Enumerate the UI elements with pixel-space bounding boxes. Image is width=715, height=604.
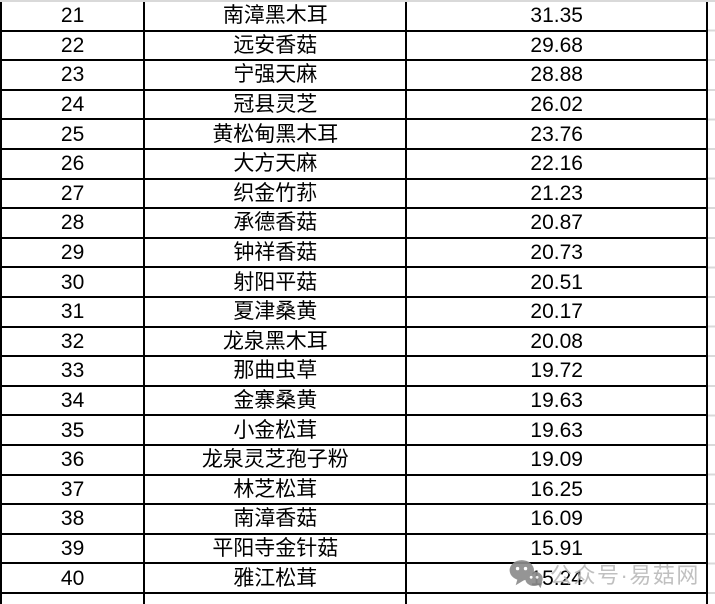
rank-cell: 21 (2, 2, 146, 32)
name-cell: 林芝松茸 (145, 475, 408, 506)
name-cell: 小金松茸 (145, 416, 408, 446)
value-cell: 16.25 (407, 475, 708, 506)
name-cell: 大方天麻 (145, 149, 408, 180)
table-row: 33 那曲虫草 19.72 (2, 357, 708, 387)
name-cell: 织金竹荪 (145, 179, 408, 210)
rank-cell: 24 (2, 90, 146, 121)
value-cell: 19.63 (407, 416, 708, 446)
rank-cell: 30 (2, 268, 146, 298)
name-cell: 射阳平菇 (145, 268, 408, 298)
table-row: 27 织金竹荪 21.23 (2, 179, 708, 210)
rank-cell: 35 (2, 416, 146, 446)
table-row: 34 金寨桑黄 19.63 (2, 386, 708, 417)
name-cell: 黄松甸黑木耳 (145, 120, 408, 150)
name-cell: 冠县灵芝 (145, 90, 408, 121)
value-cell: 29.68 (407, 31, 708, 62)
value-cell: 28.88 (407, 61, 708, 91)
value-cell: 20.87 (407, 209, 708, 239)
name-cell: 钟祥香菇 (145, 238, 408, 269)
table-right-edge (708, 2, 715, 604)
table-top-edge (0, 0, 715, 2)
value-cell: 26.02 (407, 90, 708, 121)
value-cell: 21.23 (407, 179, 708, 210)
table-row: 38 南漳香菇 16.09 (2, 505, 708, 535)
rank-cell: 40 (2, 564, 146, 594)
table-row: 21 南漳黑木耳 31.35 (2, 2, 708, 32)
table-row: 32 龙泉黑木耳 20.08 (2, 327, 708, 358)
name-cell: 龙泉灵芝孢子粉 (145, 445, 408, 476)
table-row: 40 雅江松茸 15.24 (2, 564, 708, 594)
table-row: 23 宁强天麻 28.88 (2, 61, 708, 91)
table-row: 29 钟祥香菇 20.73 (2, 238, 708, 269)
value-cell: 19.63 (407, 386, 708, 417)
name-cell: 雅江松茸 (145, 564, 408, 594)
rank-cell: 29 (2, 238, 146, 269)
table-row: 24 冠县灵芝 26.02 (2, 90, 708, 121)
table-row: 25 黄松甸黑木耳 23.76 (2, 120, 708, 150)
rank-cell: 36 (2, 445, 146, 476)
rank-cell: 25 (2, 120, 146, 150)
value-cell: 19.72 (407, 357, 708, 387)
value-cell (407, 593, 708, 604)
name-cell: 承德香菇 (145, 209, 408, 239)
value-cell: 15.91 (407, 534, 708, 565)
name-cell: 龙泉黑木耳 (145, 327, 408, 358)
value-cell: 20.17 (407, 297, 708, 328)
table-row: 35 小金松茸 19.63 (2, 416, 708, 446)
table-row: 26 大方天麻 22.16 (2, 149, 708, 180)
name-cell: 那曲虫草 (145, 357, 408, 387)
table-row-partial (2, 593, 708, 604)
value-cell: 31.35 (407, 2, 708, 32)
rank-cell (2, 593, 146, 604)
rank-cell: 31 (2, 297, 146, 328)
value-cell: 22.16 (407, 149, 708, 180)
rank-cell: 32 (2, 327, 146, 358)
value-cell: 23.76 (407, 120, 708, 150)
value-cell: 15.24 (407, 564, 708, 594)
name-cell: 宁强天麻 (145, 61, 408, 91)
name-cell: 南漳香菇 (145, 505, 408, 535)
rank-cell: 23 (2, 61, 146, 91)
name-cell: 夏津桑黄 (145, 297, 408, 328)
rank-cell: 34 (2, 386, 146, 417)
value-cell: 19.09 (407, 445, 708, 476)
table-row: 39 平阳寺金针菇 15.91 (2, 534, 708, 565)
name-cell (145, 593, 408, 604)
rank-cell: 37 (2, 475, 146, 506)
rank-cell: 28 (2, 209, 146, 239)
value-cell: 20.73 (407, 238, 708, 269)
table-row: 28 承德香菇 20.87 (2, 209, 708, 239)
table-row: 37 林芝松茸 16.25 (2, 475, 708, 506)
name-cell: 平阳寺金针菇 (145, 534, 408, 565)
rank-cell: 39 (2, 534, 146, 565)
rank-cell: 33 (2, 357, 146, 387)
rank-cell: 27 (2, 179, 146, 210)
value-cell: 20.08 (407, 327, 708, 358)
name-cell: 金寨桑黄 (145, 386, 408, 417)
name-cell: 南漳黑木耳 (145, 2, 408, 32)
rank-cell: 38 (2, 505, 146, 535)
value-cell: 16.09 (407, 505, 708, 535)
table-row: 30 射阳平菇 20.51 (2, 268, 708, 298)
name-cell: 远安香菇 (145, 31, 408, 62)
ranking-table-body: 21 南漳黑木耳 31.35 22 远安香菇 29.68 23 宁强天麻 28.… (2, 2, 708, 594)
rank-cell: 22 (2, 31, 146, 62)
rank-cell: 26 (2, 149, 146, 180)
table-row: 31 夏津桑黄 20.17 (2, 297, 708, 328)
table-row: 22 远安香菇 29.68 (2, 31, 708, 62)
value-cell: 20.51 (407, 268, 708, 298)
table-row: 36 龙泉灵芝孢子粉 19.09 (2, 445, 708, 476)
